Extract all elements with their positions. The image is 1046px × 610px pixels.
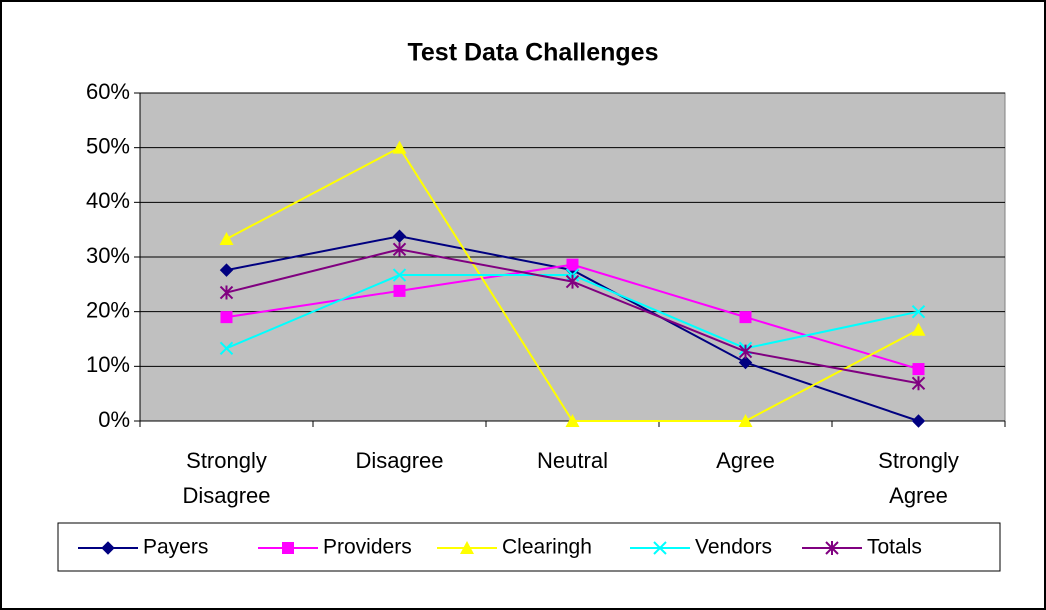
data-point (738, 355, 753, 370)
x-tick-label: Strongly Agree (878, 448, 959, 508)
data-point (565, 414, 580, 427)
data-point (911, 414, 926, 428)
x-tick-label: Agree (716, 448, 775, 473)
data-point (565, 274, 580, 289)
y-tick-label: 50% (86, 133, 130, 158)
data-point (912, 363, 925, 376)
chart-title: Test Data Challenges (407, 39, 658, 67)
legend-marker (282, 542, 294, 554)
data-point (393, 284, 406, 297)
data-point (219, 285, 234, 300)
y-tick-label: 0% (98, 407, 130, 432)
data-point (911, 376, 926, 391)
data-point (911, 322, 926, 336)
data-point (392, 268, 407, 282)
data-point (392, 242, 407, 257)
legend-marker (653, 541, 667, 555)
data-point (566, 258, 579, 271)
data-point (739, 311, 752, 324)
y-tick-label: 10% (86, 352, 130, 377)
y-tick-label: 30% (86, 243, 130, 268)
legend-label: Totals (867, 536, 922, 559)
data-point (738, 414, 753, 427)
legend-marker (825, 541, 839, 555)
y-tick-label: 60% (86, 79, 130, 104)
legend-label: Payers (143, 536, 208, 559)
legend-label: Clearingh (502, 536, 592, 559)
x-tick-label: Neutral (537, 448, 608, 473)
data-point (219, 231, 234, 245)
y-tick-label: 40% (86, 188, 130, 213)
x-tick-label: Strongly Disagree (182, 448, 270, 508)
data-point (219, 263, 234, 277)
legend-label: Providers (323, 536, 412, 559)
data-point (911, 304, 926, 319)
legend-marker (460, 541, 474, 554)
legend-marker (101, 541, 115, 555)
data-point (219, 341, 234, 356)
x-tick-label: Disagree (355, 448, 443, 473)
data-point (392, 229, 407, 243)
data-point (738, 344, 753, 359)
data-point (392, 140, 407, 154)
y-tick-label: 20% (86, 297, 130, 322)
data-point (220, 311, 233, 324)
legend-label: Vendors (695, 536, 772, 559)
